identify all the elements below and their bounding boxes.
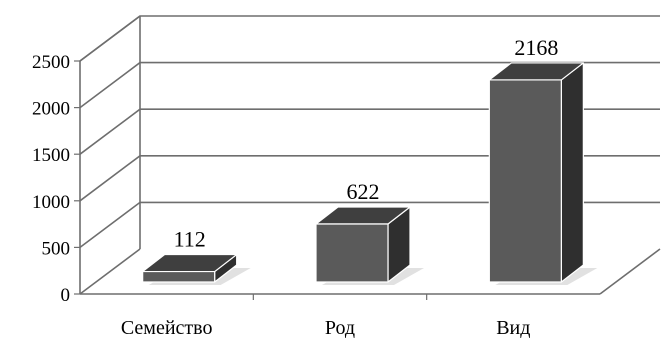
- axes: [79, 15, 661, 300]
- bar: [488, 62, 584, 283]
- x-category-label: Вид: [496, 317, 530, 338]
- y-tick-label: 2500: [32, 52, 70, 73]
- left-wall-top-edge: [79, 15, 141, 62]
- bar: [142, 253, 238, 283]
- floor-right-edge: [599, 248, 661, 295]
- y-tick-label: 2000: [32, 99, 70, 120]
- x-category-label: Семейство: [121, 317, 213, 338]
- x-category-label: Род: [325, 317, 355, 338]
- data-label: 112: [174, 227, 206, 252]
- bar-front-face: [142, 270, 216, 283]
- data-labels: 112 622 2168: [174, 35, 559, 252]
- bars: [142, 62, 584, 283]
- data-label: 622: [347, 179, 380, 204]
- bar: [315, 206, 411, 283]
- y-tick-label: 500: [42, 238, 71, 259]
- y-tick-label: 1000: [32, 192, 70, 213]
- bar-side-face: [560, 62, 584, 283]
- data-label: 2168: [514, 35, 558, 60]
- bar-front-face: [488, 79, 562, 283]
- y-tick-label: 0: [61, 285, 71, 306]
- y-axis-ticks: 0 500 1000 1500 2000 2500: [32, 52, 80, 306]
- y-tick-label: 1500: [32, 145, 70, 166]
- bar-front-face: [315, 223, 389, 283]
- gridline: [79, 15, 660, 62]
- x-axis-categories: Семейство Род Вид: [121, 317, 531, 338]
- floor-left-edge: [79, 248, 141, 295]
